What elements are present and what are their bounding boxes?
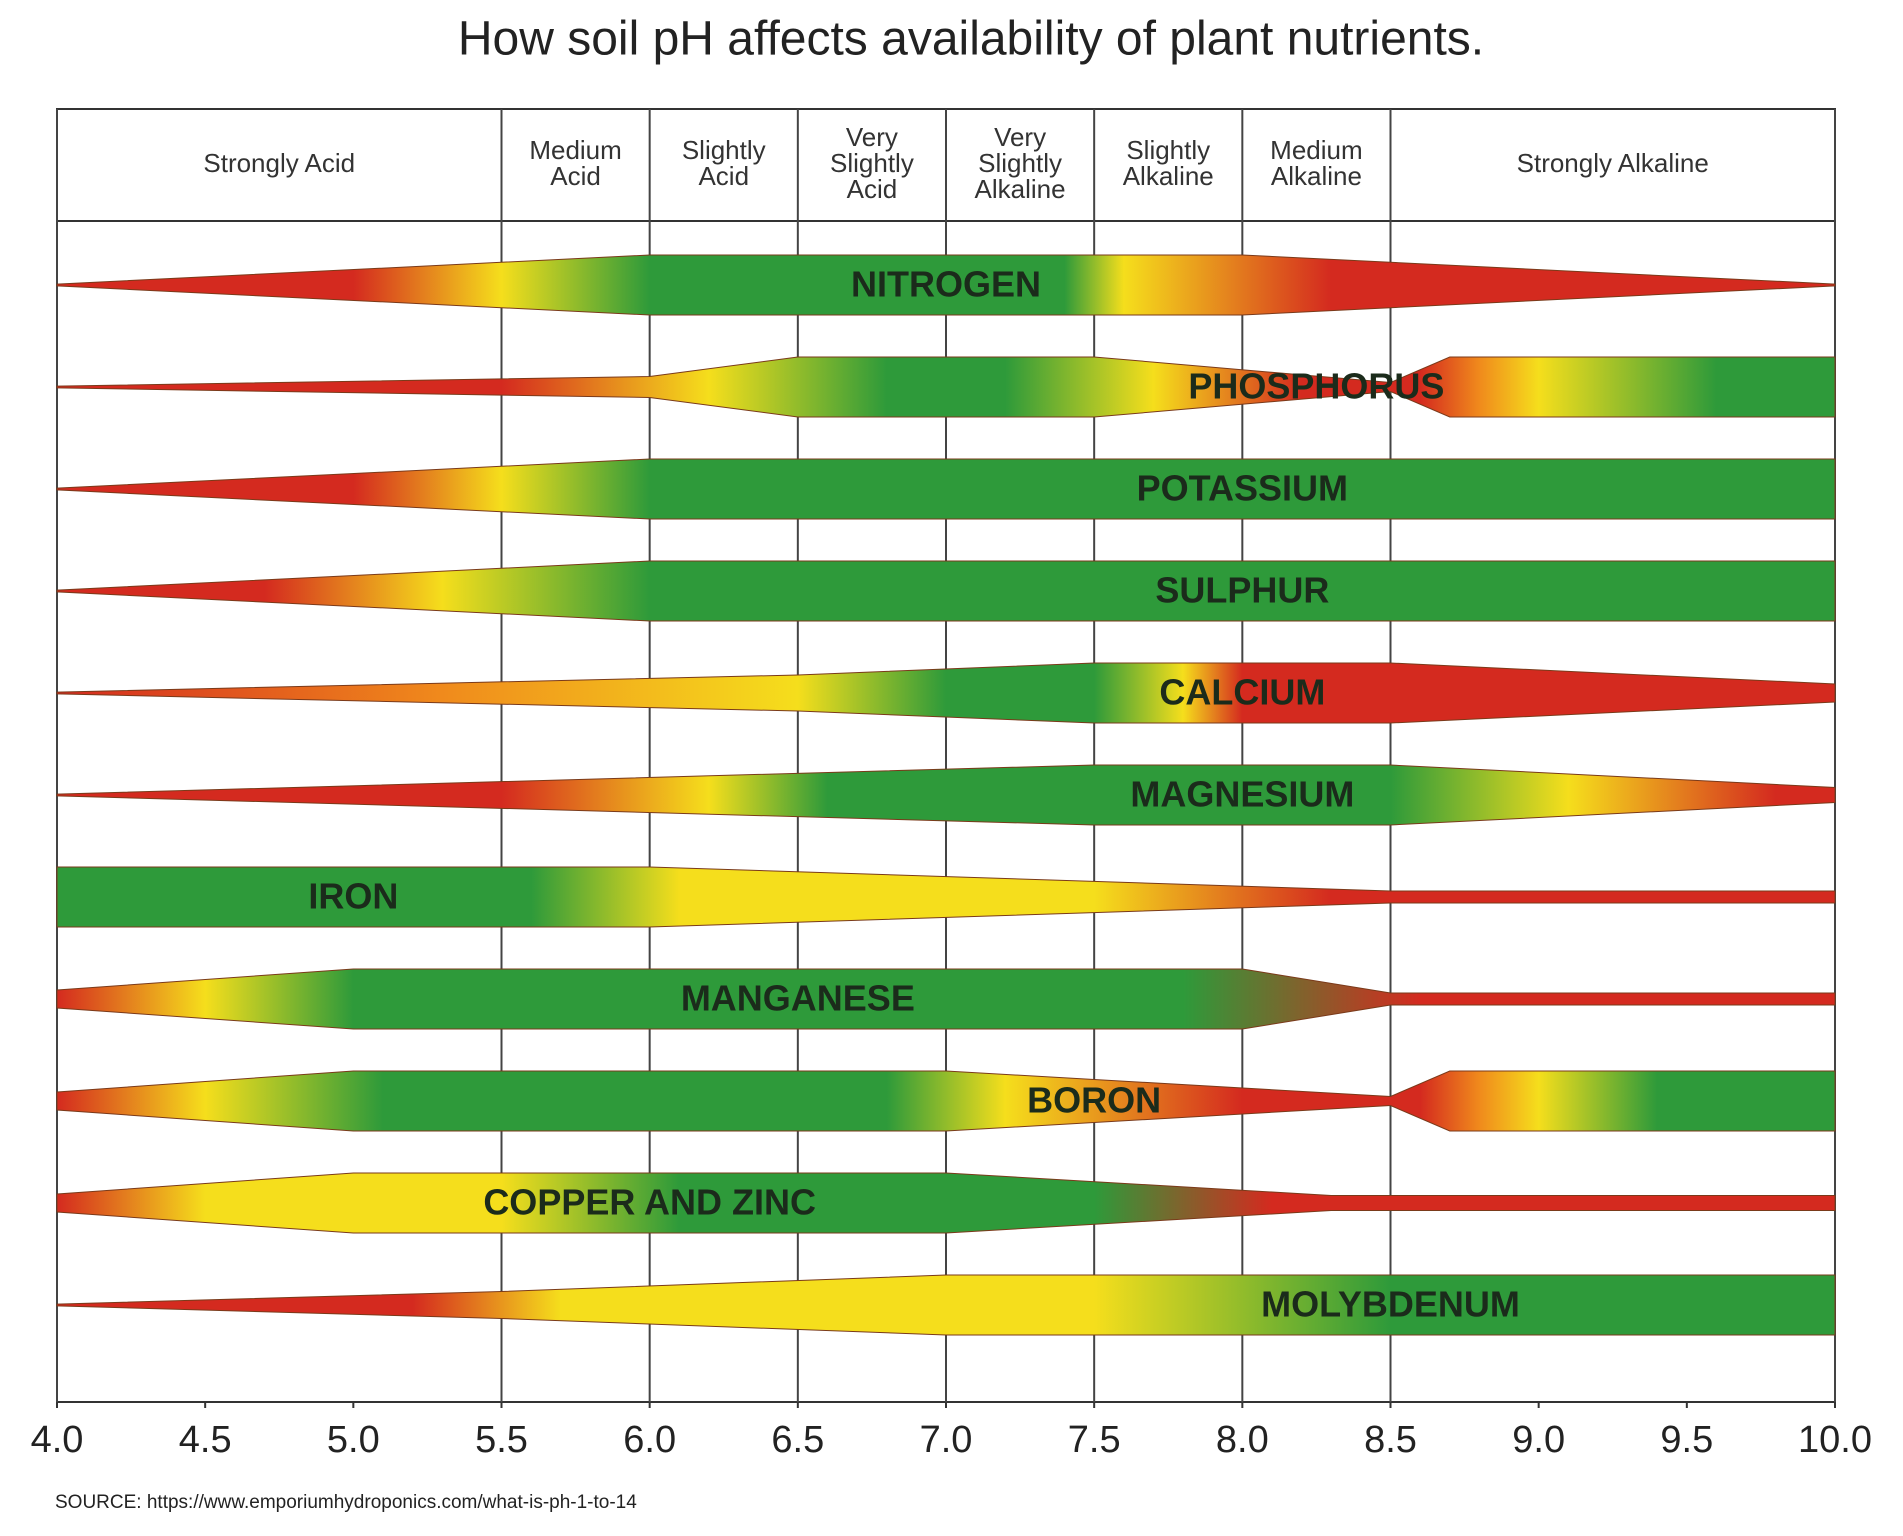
x-tick-label: 7.0 bbox=[920, 1419, 973, 1461]
zone-label: Alkaline bbox=[1271, 161, 1362, 191]
x-tick-label: 4.5 bbox=[179, 1419, 232, 1461]
nutrient-band bbox=[56, 356, 1836, 418]
nutrient-band bbox=[56, 1172, 1836, 1234]
nutrient-band bbox=[56, 1274, 1836, 1336]
x-tick-label: 6.5 bbox=[771, 1419, 824, 1461]
x-tick-label: 6.0 bbox=[623, 1419, 676, 1461]
zone-label: Slightly bbox=[978, 148, 1062, 178]
zone-label: Alkaline bbox=[975, 174, 1066, 204]
zone-label: Medium bbox=[1270, 135, 1362, 165]
x-tick-label: 9.0 bbox=[1512, 1419, 1565, 1461]
nutrient-label: MAGNESIUM bbox=[1130, 774, 1354, 815]
chart-title: How soil pH affects availability of plan… bbox=[458, 13, 1484, 66]
nutrient-label: IRON bbox=[308, 876, 398, 917]
x-tick-label: 5.5 bbox=[475, 1419, 528, 1461]
x-tick-label: 7.5 bbox=[1068, 1419, 1121, 1461]
zone-label: Strongly Alkaline bbox=[1517, 148, 1709, 178]
nutrient-label: SULPHUR bbox=[1155, 570, 1329, 611]
nutrient-band bbox=[56, 560, 1836, 622]
nutrient-band bbox=[56, 458, 1836, 520]
x-tick-label: 4.0 bbox=[31, 1419, 84, 1461]
nutrient-label: CALCIUM bbox=[1159, 672, 1325, 713]
zone-label: Acid bbox=[847, 174, 898, 204]
zone-label: Slightly bbox=[682, 135, 766, 165]
nutrient-band bbox=[56, 968, 1836, 1030]
source-note: SOURCE: https://www.emporiumhydroponics.… bbox=[55, 1492, 637, 1513]
zone-label: Medium bbox=[529, 135, 621, 165]
nutrient-band bbox=[56, 764, 1836, 826]
nutrient-label: BORON bbox=[1027, 1080, 1161, 1121]
zone-label: Very bbox=[846, 122, 898, 152]
nutrient-label: NITROGEN bbox=[851, 264, 1041, 305]
zone-label: Acid bbox=[698, 161, 749, 191]
zone-label: Acid bbox=[550, 161, 601, 191]
x-tick-label: 10.0 bbox=[1798, 1419, 1872, 1461]
nutrient-label: PHOSPHORUS bbox=[1188, 366, 1444, 407]
x-tick-label: 9.5 bbox=[1660, 1419, 1713, 1461]
nutrient-label: MOLYBDENUM bbox=[1261, 1284, 1520, 1325]
zone-label: Very bbox=[994, 122, 1046, 152]
x-tick-label: 8.0 bbox=[1216, 1419, 1269, 1461]
x-tick-label: 8.5 bbox=[1364, 1419, 1417, 1461]
x-tick-label: 5.0 bbox=[327, 1419, 380, 1461]
zone-label: Slightly bbox=[1126, 135, 1210, 165]
nutrient-label: MANGANESE bbox=[681, 978, 915, 1019]
nutrient-band bbox=[56, 254, 1836, 316]
zone-label: Alkaline bbox=[1123, 161, 1214, 191]
nutrient-band bbox=[56, 662, 1836, 724]
nutrient-band bbox=[56, 866, 1836, 928]
zone-label: Slightly bbox=[830, 148, 914, 178]
nutrient-band bbox=[56, 1070, 1836, 1132]
nutrient-label: COPPER AND ZINC bbox=[483, 1182, 816, 1223]
zone-label: Strongly Acid bbox=[203, 148, 355, 178]
nutrient-label: POTASSIUM bbox=[1137, 468, 1348, 509]
